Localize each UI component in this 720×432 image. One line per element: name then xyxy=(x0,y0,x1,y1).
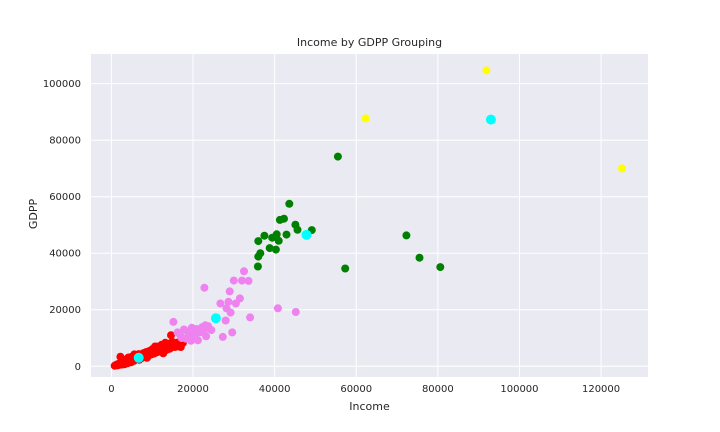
data-point xyxy=(238,276,246,285)
centroid-point xyxy=(301,229,312,240)
data-point xyxy=(256,249,265,258)
data-point xyxy=(216,299,225,308)
data-point xyxy=(265,244,274,253)
x-tick-label: 80000 xyxy=(422,384,454,395)
data-point xyxy=(482,66,491,75)
data-point xyxy=(341,264,350,273)
data-point xyxy=(254,237,263,246)
x-tick-label: 0 xyxy=(108,384,114,395)
data-point xyxy=(415,253,424,262)
data-point xyxy=(253,262,262,271)
data-point xyxy=(333,152,342,161)
y-tick-label: 20000 xyxy=(49,305,81,316)
data-point xyxy=(229,276,238,285)
data-point xyxy=(193,336,202,345)
data-point xyxy=(207,326,216,335)
data-point xyxy=(200,283,209,292)
x-tick-label: 60000 xyxy=(340,384,372,395)
y-tick-label: 60000 xyxy=(49,192,81,203)
data-point xyxy=(201,321,210,330)
data-point xyxy=(285,199,294,208)
y-axis-ticks: 0 20000 40000 60000 80000 100000 xyxy=(43,79,81,373)
data-point xyxy=(402,231,411,240)
data-point xyxy=(187,336,195,345)
data-point xyxy=(202,332,211,341)
data-point xyxy=(293,225,302,234)
data-point xyxy=(156,343,164,352)
grid-lines xyxy=(91,54,648,377)
data-point xyxy=(280,214,288,223)
y-tick-label: 100000 xyxy=(43,79,81,90)
data-point xyxy=(221,316,230,325)
y-tick-label: 0 xyxy=(75,362,81,373)
data-point xyxy=(169,317,178,326)
data-point xyxy=(244,276,253,285)
data-point xyxy=(282,230,291,239)
data-point xyxy=(224,297,233,306)
y-axis-label: GDPP xyxy=(27,199,40,230)
data-point xyxy=(271,245,280,254)
centroid-point xyxy=(485,114,496,125)
y-tick-label: 40000 xyxy=(49,249,81,260)
data-point xyxy=(272,230,281,239)
data-point xyxy=(142,353,151,362)
data-point xyxy=(260,231,269,240)
data-point xyxy=(436,263,445,272)
x-tick-label: 40000 xyxy=(259,384,291,395)
data-point xyxy=(235,294,244,303)
centroid-point xyxy=(133,352,144,363)
x-axis-label: Income xyxy=(349,400,390,413)
x-tick-label: 100000 xyxy=(500,384,538,395)
y-tick-label: 80000 xyxy=(49,136,81,147)
data-points xyxy=(110,66,626,370)
data-point xyxy=(218,332,227,341)
centroid-point xyxy=(210,313,221,324)
data-point xyxy=(361,114,370,123)
data-point xyxy=(161,338,170,347)
data-point xyxy=(246,313,255,322)
data-point xyxy=(240,267,248,276)
data-point xyxy=(273,304,282,313)
x-axis-ticks: 0 20000 40000 60000 80000 100000 120000 xyxy=(108,384,620,395)
x-tick-label: 20000 xyxy=(177,384,209,395)
data-point xyxy=(617,164,626,173)
data-point xyxy=(274,236,283,245)
x-tick-label: 120000 xyxy=(582,384,620,395)
plot-area xyxy=(91,54,648,377)
data-point xyxy=(222,304,231,313)
data-point xyxy=(228,328,237,337)
chart-title: Income by GDPP Grouping xyxy=(297,36,442,49)
data-point xyxy=(225,287,234,296)
data-point xyxy=(167,331,175,340)
data-point xyxy=(291,308,300,316)
